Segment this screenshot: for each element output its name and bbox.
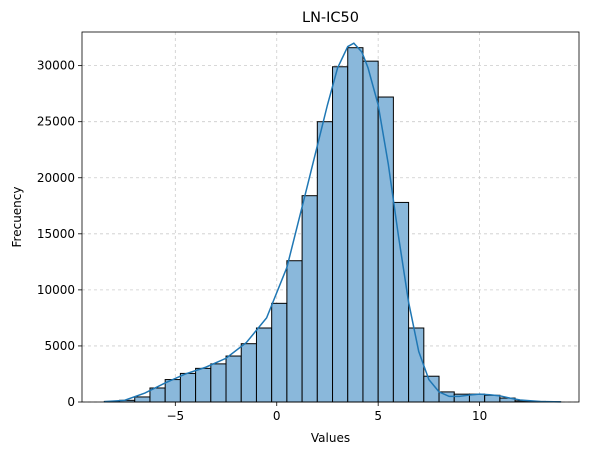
x-tick-label: 5 xyxy=(374,409,382,423)
y-tick-label: 10000 xyxy=(37,283,75,297)
histogram-bar xyxy=(332,66,349,403)
y-tick-label: 15000 xyxy=(37,227,75,241)
x-tick-label: 10 xyxy=(472,409,487,423)
x-axis-ticks: −5 0 5 10 xyxy=(166,402,487,423)
histogram-bar xyxy=(316,121,334,403)
y-tick-label: 30000 xyxy=(37,59,75,73)
chart-title: LN-IC50 xyxy=(302,10,359,26)
histogram-bar xyxy=(195,367,212,403)
y-axis-ticks: 0 5000 10000 15000 20000 25000 30000 xyxy=(37,59,82,409)
histogram-bar xyxy=(362,60,379,403)
histogram-bar xyxy=(347,47,364,403)
histogram-bar xyxy=(377,96,394,403)
histogram-bar xyxy=(392,201,410,403)
histogram-bar xyxy=(286,260,303,403)
y-tick-label: 20000 xyxy=(37,171,75,185)
kde-curve xyxy=(104,42,561,403)
histogram-bar xyxy=(271,302,288,403)
y-tick-label: 25000 xyxy=(37,115,75,129)
x-axis-label: Values xyxy=(311,431,350,445)
y-tick-label: 5000 xyxy=(44,339,75,353)
histogram-bar xyxy=(210,363,227,403)
y-tick-label: 0 xyxy=(67,395,75,409)
histogram-bar xyxy=(225,355,242,403)
histogram-bar xyxy=(134,396,151,403)
histogram-bar xyxy=(164,379,181,403)
histogram-bar xyxy=(179,372,197,403)
y-axis-label: Frecuency xyxy=(10,187,24,248)
plot-frame xyxy=(81,31,580,403)
x-tick-label: 0 xyxy=(273,409,281,423)
x-tick-label: −5 xyxy=(166,409,184,423)
histogram-bar xyxy=(255,327,273,403)
histogram-bar xyxy=(240,343,257,403)
histogram-bar xyxy=(301,195,318,403)
